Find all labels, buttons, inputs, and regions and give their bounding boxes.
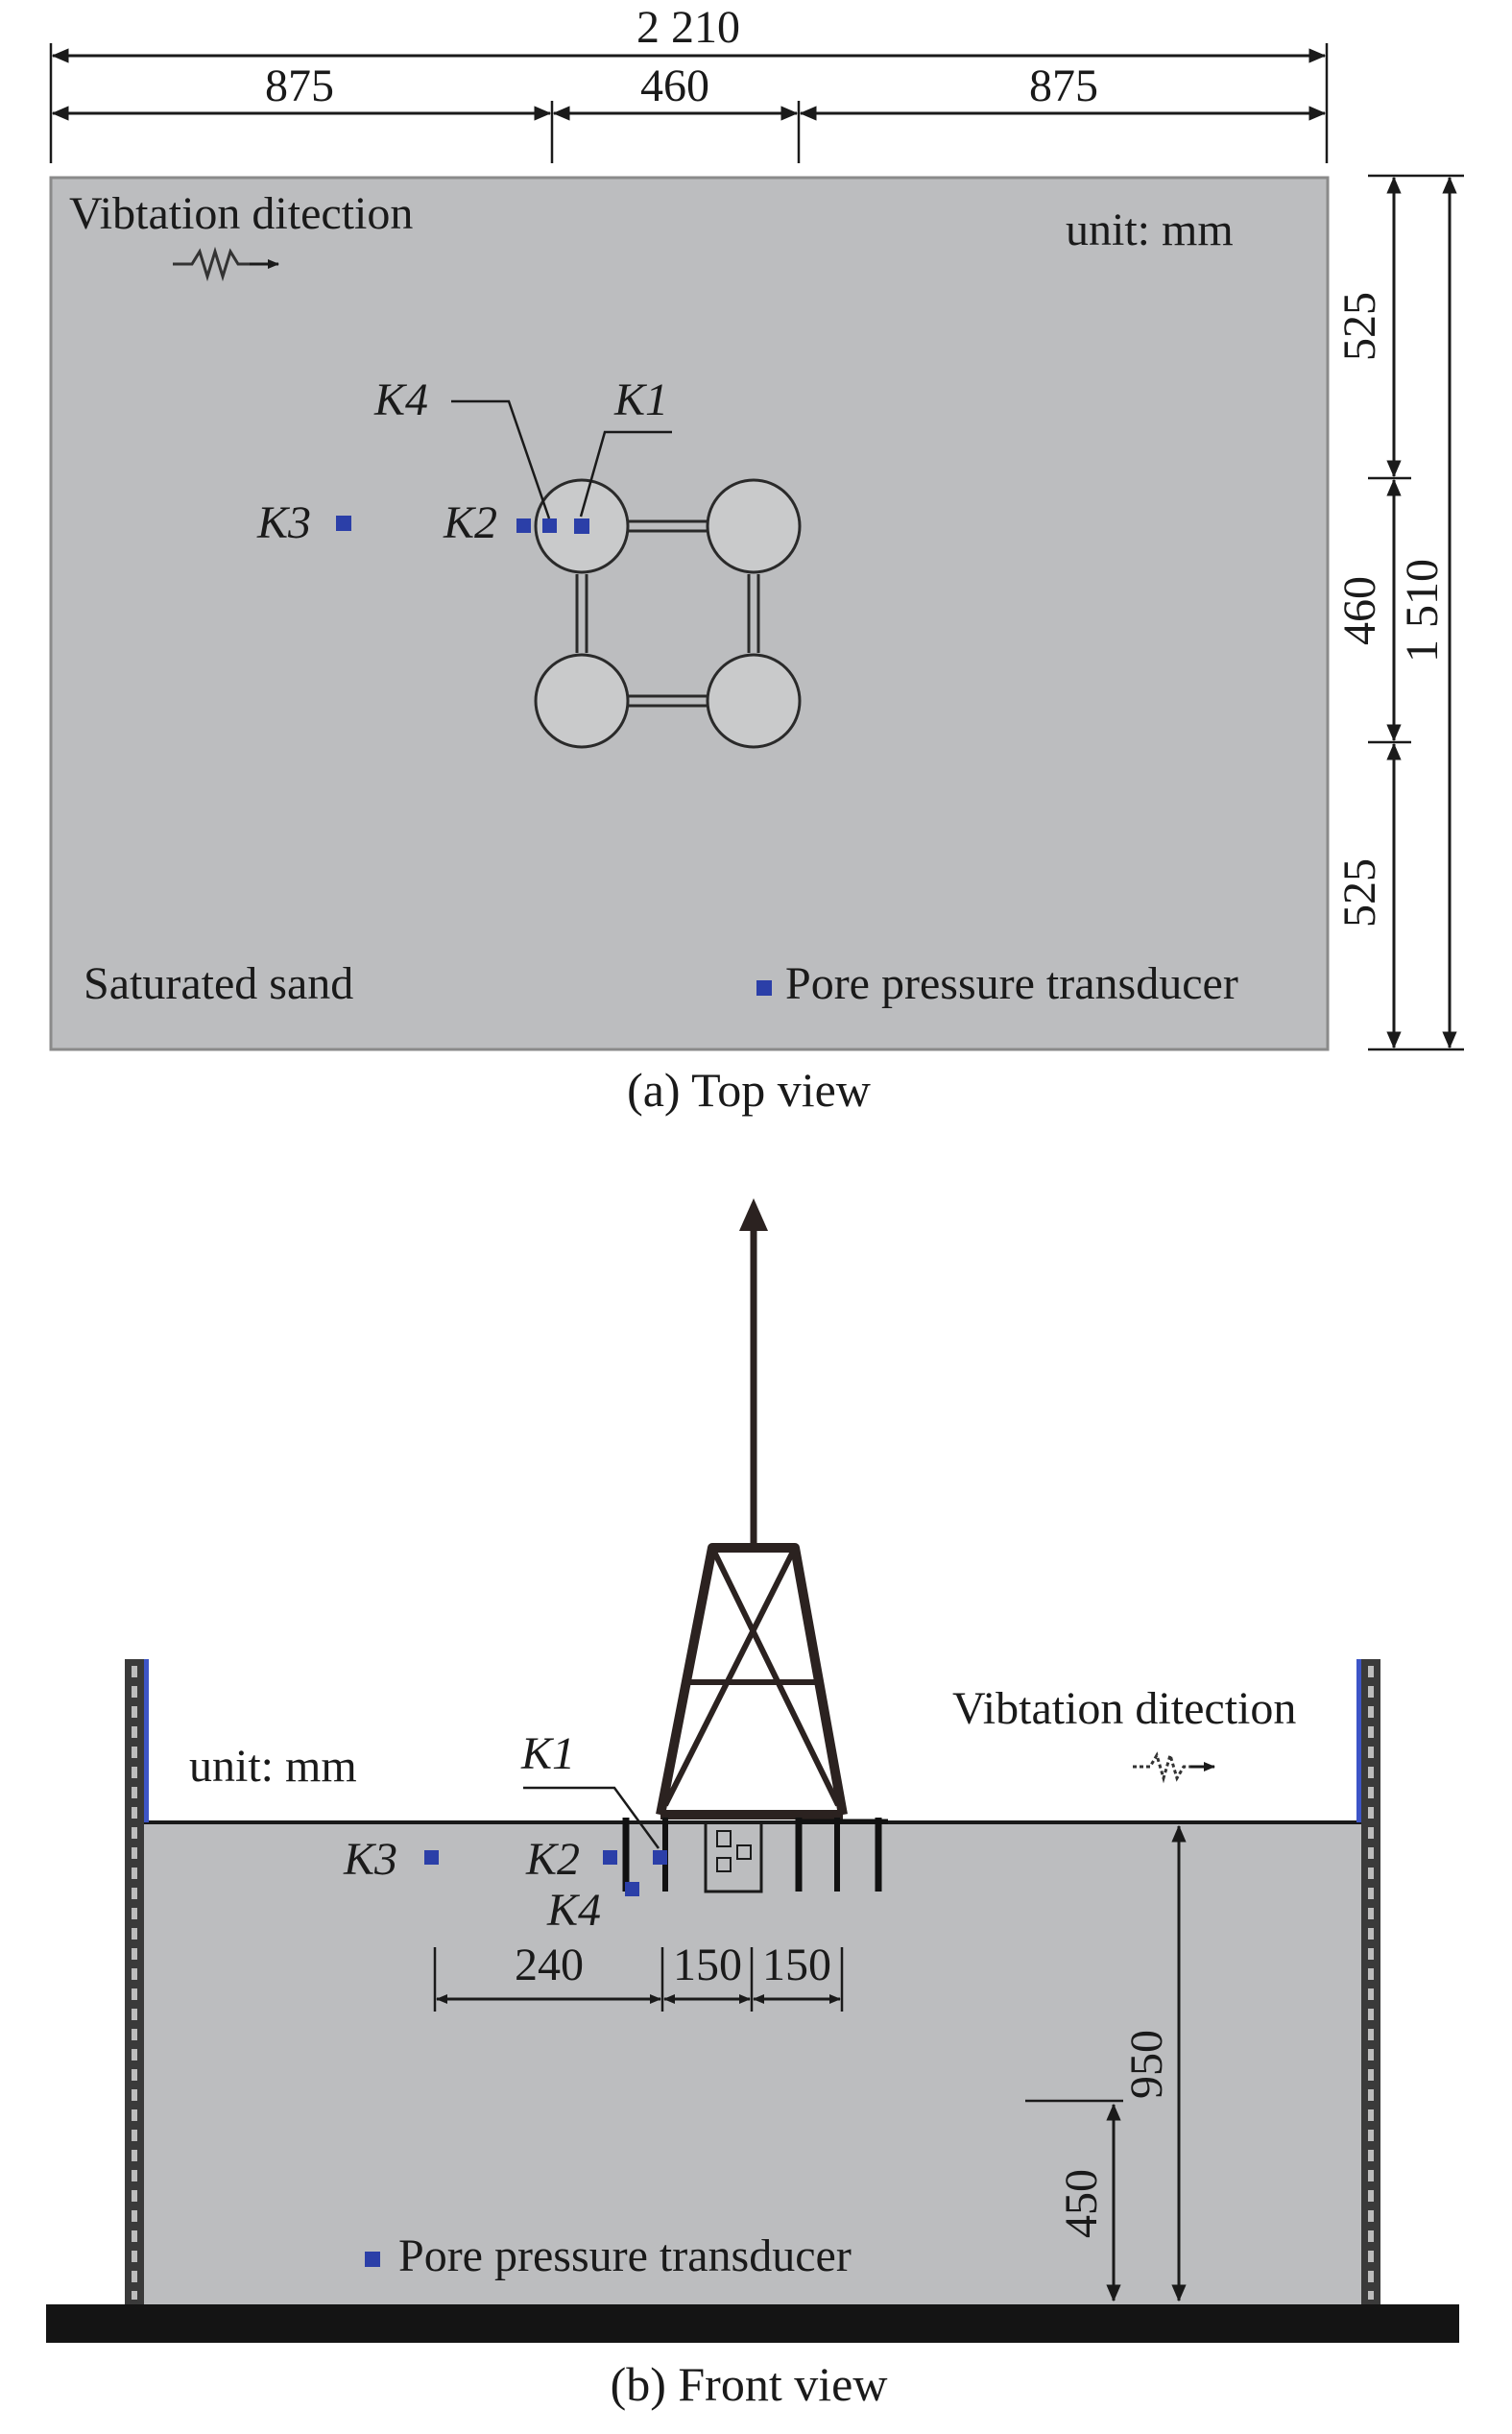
top-dimensions: 2 210 875 460 875 [49,2,1329,163]
label-k2-top: K2 [443,497,497,548]
top-view-caption: (a) Top view [627,1063,871,1117]
label-k1-top: K1 [613,374,668,425]
label-k2-front: K2 [525,1834,580,1885]
tower-mast [739,1198,768,1548]
label-k3-front: K3 [343,1834,397,1885]
lattice-tower [656,1543,848,1819]
dim-right: 875 [1029,60,1098,111]
top-vibration-icon [173,246,279,282]
front-view-caption: (b) Front view [611,2357,888,2411]
front-unit-label: unit: mm [189,1741,357,1792]
dim-left: 875 [265,60,334,111]
front-legend-label: Pore pressure transducer [398,2230,852,2281]
dim-right-total: 1 510 [1397,559,1448,663]
right-wall [1356,1659,1380,2304]
sensor-k2-front [603,1850,617,1865]
top-sensors: K3 K2 K4 K1 [256,374,672,548]
dim-middle: 460 [640,60,709,111]
pile-4 [706,653,802,749]
pile-2 [706,478,802,574]
soil-label: Saturated sand [84,958,353,1009]
label-k4-front: K4 [546,1885,601,1936]
pile-3 [534,653,630,749]
sensor-k1-front [653,1850,667,1865]
dim-450: 450 [1056,2169,1107,2238]
front-vibration-icon [1133,1749,1215,1784]
dim-right-mid: 460 [1334,576,1385,645]
dim-total-width: 2 210 [636,2,740,53]
sensor-k4-top [542,518,557,533]
sensor-k3-front [424,1850,439,1865]
dim-950: 950 [1121,2030,1172,2099]
front-vertical-dims: 950 450 [1025,1824,1187,2302]
dim-150-a: 150 [673,1940,742,1990]
front-horizontal-dims: 240 150 150 [433,1940,844,2012]
dim-right-top: 525 [1334,292,1385,361]
dim-240: 240 [515,1940,584,1990]
top-vibration-label: Vibtation ditection [69,188,413,239]
label-k3-top: K3 [256,497,311,548]
pile-group-front [622,1818,888,1893]
base-plate [46,2304,1459,2343]
left-wall [125,1659,149,2304]
front-soil-area [142,1822,1363,2304]
top-view: 2 210 875 460 875 Vibtation ditection un… [49,2,1464,1117]
dim-150-b: 150 [762,1940,831,1990]
front-view: K3 K2 K4 K1 unit: mm Vibtation ditection… [46,1198,1459,2411]
label-k4-top: K4 [373,374,428,425]
top-soil-area [49,176,1330,1051]
sensor-k2-top [516,518,531,533]
right-dimensions: 525 460 525 1 510 [1334,174,1464,1051]
legend-marker-top [756,980,772,996]
sensor-k1-top [574,518,589,534]
sensor-k3-top [336,516,351,531]
top-unit-label: unit: mm [1066,205,1234,255]
sensor-k4-front [625,1882,639,1896]
front-vibration-label: Vibtation ditection [952,1683,1296,1734]
dim-right-bottom: 525 [1334,858,1385,928]
legend-marker-front [365,2252,380,2267]
top-legend-label: Pore pressure transducer [785,958,1238,1009]
front-sensors: K3 K2 K4 K1 [343,1728,667,1936]
label-k1-front: K1 [520,1728,575,1779]
